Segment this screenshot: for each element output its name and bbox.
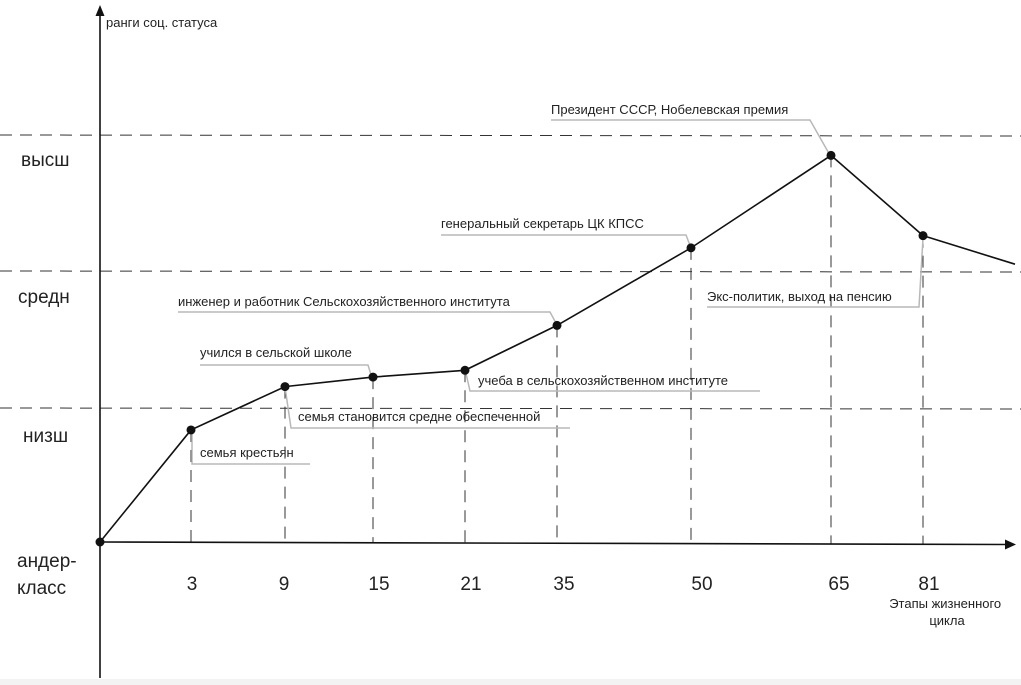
x-tick-label: 9 xyxy=(279,574,290,595)
x-axis-title-line-1: Этапы жизненного xyxy=(889,596,1001,611)
x-tick-label: 65 xyxy=(828,574,849,595)
data-point xyxy=(826,150,836,160)
data-point xyxy=(552,320,562,330)
level-label-underclass-line-1: андер- xyxy=(17,551,77,572)
x-axis-title: Этапы жизненного цикла xyxy=(889,596,1005,628)
chart-text: ранги соц. статуса Этапы жизненного цикл… xyxy=(17,15,1005,628)
level-label-underclass-line-2: класс xyxy=(17,578,66,599)
level-grid-line xyxy=(0,270,1021,273)
x-tick-label: 50 xyxy=(691,574,712,595)
x-tick-label: 35 xyxy=(553,574,574,595)
level-label-low: низш xyxy=(23,426,68,447)
annotation-label: семья крестьян xyxy=(200,445,294,460)
level-grid-line xyxy=(0,134,1021,137)
data-point xyxy=(918,231,928,241)
x-tick-label: 3 xyxy=(187,574,198,595)
annotation-leader xyxy=(707,237,924,308)
data-point xyxy=(186,425,196,435)
level-label-middle: средн xyxy=(18,287,70,308)
annotation-leader xyxy=(191,430,310,465)
level-label-high: высш xyxy=(21,150,70,171)
annotation-label: учился в сельской школе xyxy=(200,345,352,360)
x-axis-arrow xyxy=(1005,539,1016,550)
annotation-label: Экс-политик, выход на пенсию xyxy=(707,289,892,304)
annotation-leader xyxy=(284,386,570,429)
annotation-leader xyxy=(551,119,832,158)
annotation-label: Президент СССР, Нобелевская премия xyxy=(551,102,788,117)
x-tick-labels: 3 9 15 21 35 50 65 81 xyxy=(187,574,940,595)
series-line-trailing xyxy=(922,234,1016,265)
y-axis-arrow xyxy=(95,5,105,16)
annotation-leader xyxy=(441,234,692,249)
data-point xyxy=(280,382,290,392)
bottom-strip xyxy=(0,679,1021,685)
annotations: семья крестьян учился в сельской школе сем… xyxy=(178,102,892,460)
data-point xyxy=(368,372,378,382)
annotation-label: инженер и работник Сельскохозяйственного… xyxy=(178,294,511,309)
annotation-leader xyxy=(200,364,373,379)
annotation-leaders xyxy=(178,119,924,465)
annotation-label: учеба в сельскохозяйственном институте xyxy=(478,373,728,388)
y-axis-title: ранги соц. статуса xyxy=(106,15,218,30)
level-label-underclass: андер- класс xyxy=(17,551,82,599)
data-point xyxy=(686,243,696,253)
x-tick-label: 15 xyxy=(368,574,389,595)
x-axis-title-line-2: цикла xyxy=(929,613,965,628)
annotation-leader xyxy=(178,311,558,326)
level-grid-lines xyxy=(0,134,1021,410)
x-tick-label: 21 xyxy=(460,574,481,595)
data-points xyxy=(95,150,928,547)
annotation-label: семья становится средне обеспеченной xyxy=(298,409,540,424)
x-tick-label: 81 xyxy=(918,574,939,595)
level-grid-line xyxy=(0,407,1021,410)
annotation-label: генеральный секретарь ЦК КПСС xyxy=(441,216,644,231)
data-point xyxy=(460,365,470,375)
axes xyxy=(95,5,1016,678)
annotation-leader xyxy=(464,368,760,392)
data-point xyxy=(95,537,105,547)
x-axis xyxy=(99,541,1009,546)
point-drop-lines xyxy=(190,155,924,545)
